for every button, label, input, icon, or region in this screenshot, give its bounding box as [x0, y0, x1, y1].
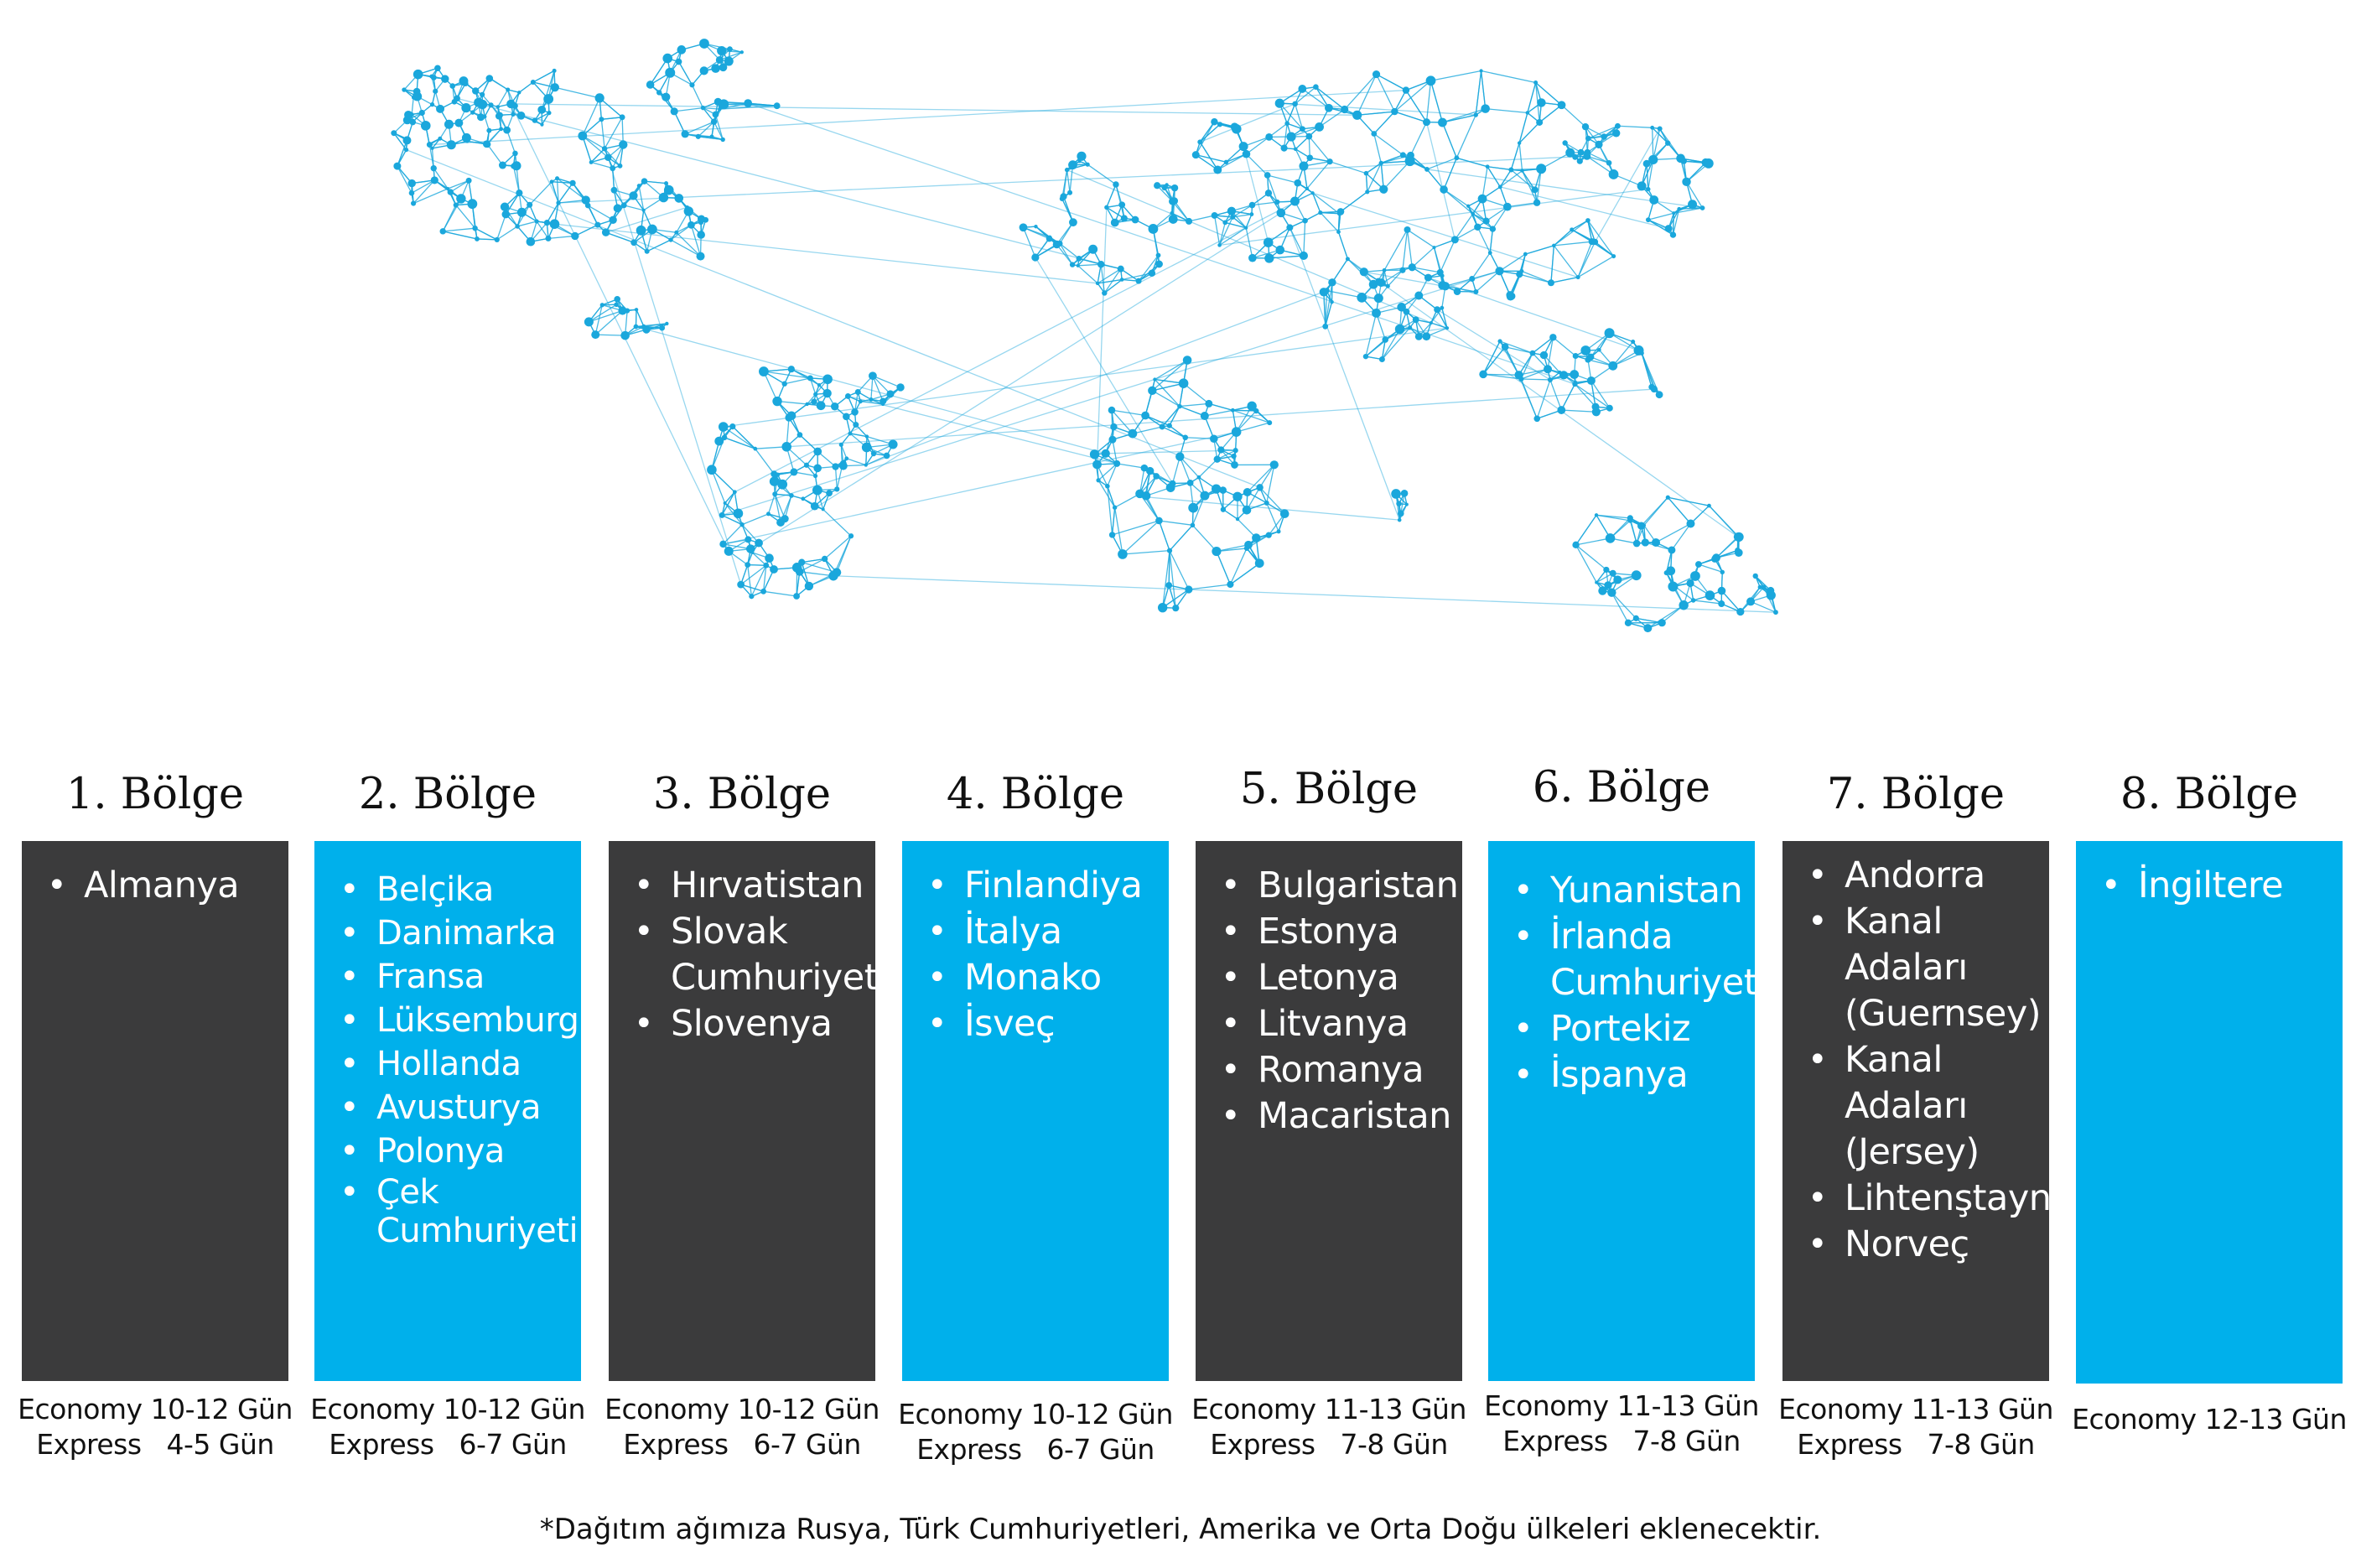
country-item: Kanal Adaları (Jersey)	[1801, 1037, 2049, 1176]
express-time: Express 6-7 Gün	[916, 1433, 1155, 1466]
country-item: Norveç	[1801, 1222, 2049, 1268]
express-time: Express 4-5 Gün	[36, 1428, 274, 1461]
shipping-times: Economy 11-13 Gün Express 7-8 Gün	[1749, 1392, 2083, 1462]
country-item: Litvanya	[1214, 1001, 1462, 1047]
region-panel: Bulgaristan Estonya Letonya Litvanya Rom…	[1196, 841, 1462, 1381]
country-item: Finlandiya	[921, 863, 1169, 909]
country-item: Lüksemburg	[333, 999, 581, 1042]
shipping-times: Economy 10-12 Gün Express 6-7 Gün	[869, 1397, 1202, 1467]
country-item: Almanya	[40, 863, 288, 909]
express-time: Express 7-8 Gün	[1210, 1428, 1448, 1461]
region-title: 1. Bölge	[65, 770, 245, 819]
country-item: Lihtenştayn	[1801, 1176, 2052, 1222]
region-title: 3. Bölge	[652, 770, 832, 819]
country-item: Belçika	[333, 868, 581, 911]
economy-time: Economy 10-12 Gün	[310, 1393, 585, 1425]
country-item: Hollanda	[333, 1042, 581, 1086]
country-item: Çek Cumhuriyeti	[333, 1173, 581, 1250]
region-panel: Belçika Danimarka Fransa Lüksemburg Holl…	[314, 841, 581, 1381]
shipping-times: Economy 11-13 Gün Express 7-8 Gün	[1455, 1389, 1788, 1459]
express-time: Express 6-7 Gün	[329, 1428, 567, 1461]
shipping-times: Economy 10-12 Gün Express 4-5 Gün	[0, 1392, 322, 1462]
shipping-times: Economy 12-13 Gün	[2042, 1402, 2361, 1437]
economy-time: Economy 10-12 Gün	[605, 1393, 880, 1425]
region-panel: Almanya	[22, 841, 288, 1381]
express-time: Express 7-8 Gün	[1797, 1428, 2035, 1461]
economy-time: Economy 11-13 Gün	[1778, 1393, 2053, 1425]
country-item: Kanal Adaları (Guernsey)	[1801, 899, 2049, 1037]
region-title: 4. Bölge	[946, 770, 1125, 819]
region-title: 8. Bölge	[2120, 770, 2299, 819]
world-network-map	[391, 39, 1778, 633]
country-item: Letonya	[1214, 955, 1462, 1001]
region-title: 5. Bölge	[1239, 765, 1419, 814]
region-panel: Finlandiya İtalya Monako İsveç	[902, 841, 1169, 1381]
country-item: İspanya	[1507, 1052, 1755, 1098]
country-item: Slovak Cumhuriyeti	[627, 909, 888, 1001]
country-item: İsveç	[921, 1001, 1169, 1047]
economy-time: Economy 11-13 Gün	[1484, 1389, 1759, 1422]
economy-time: Economy 11-13 Gün	[1191, 1393, 1466, 1425]
country-item: Avusturya	[333, 1086, 581, 1129]
region-title: 7. Bölge	[1826, 770, 2006, 819]
country-item: Fransa	[333, 955, 581, 999]
region-title: 2. Bölge	[358, 770, 537, 819]
country-item: Andorra	[1801, 853, 2049, 899]
shipping-times: Economy 10-12 Gün Express 6-7 Gün	[281, 1392, 615, 1462]
footnote: *Dağıtım ağımıza Rusya, Türk Cumhuriyetl…	[539, 1513, 1822, 1546]
country-item: Romanya	[1214, 1047, 1462, 1093]
region-panel: Hırvatistan Slovak Cumhuriyeti Slovenya	[609, 841, 888, 1381]
express-time: Express 6-7 Gün	[623, 1428, 861, 1461]
country-item: İrlanda Cumhuriyeti	[1507, 914, 1767, 1006]
region-panel: Andorra Kanal Adaları (Guernsey) Kanal A…	[1782, 841, 2052, 1381]
country-item: Monako	[921, 955, 1169, 1001]
shipping-times: Economy 10-12 Gün Express 6-7 Gün	[575, 1392, 909, 1462]
country-item: İtalya	[921, 909, 1169, 955]
economy-time: Economy 10-12 Gün	[18, 1393, 293, 1425]
region-title: 6. Bölge	[1532, 763, 1711, 813]
country-item: Yunanistan	[1507, 868, 1755, 914]
region-panel: Yunanistan İrlanda Cumhuriyeti Portekiz …	[1488, 841, 1767, 1381]
country-item: Portekiz	[1507, 1006, 1755, 1052]
economy-time: Economy 12-13 Gün	[2072, 1403, 2347, 1436]
country-item: Hırvatistan	[627, 863, 875, 909]
country-item: Danimarka	[333, 911, 581, 955]
shipping-times: Economy 11-13 Gün Express 7-8 Gün	[1162, 1392, 1496, 1462]
country-item: Slovenya	[627, 1001, 875, 1047]
express-time: Express 7-8 Gün	[1502, 1425, 1741, 1457]
country-item: Macaristan	[1214, 1093, 1462, 1140]
country-item: Polonya	[333, 1129, 581, 1173]
country-item: Estonya	[1214, 909, 1462, 955]
economy-time: Economy 10-12 Gün	[898, 1398, 1173, 1430]
country-item: Bulgaristan	[1214, 863, 1462, 909]
region-panel: İngiltere	[2076, 841, 2343, 1384]
country-item: İngiltere	[2094, 863, 2343, 909]
